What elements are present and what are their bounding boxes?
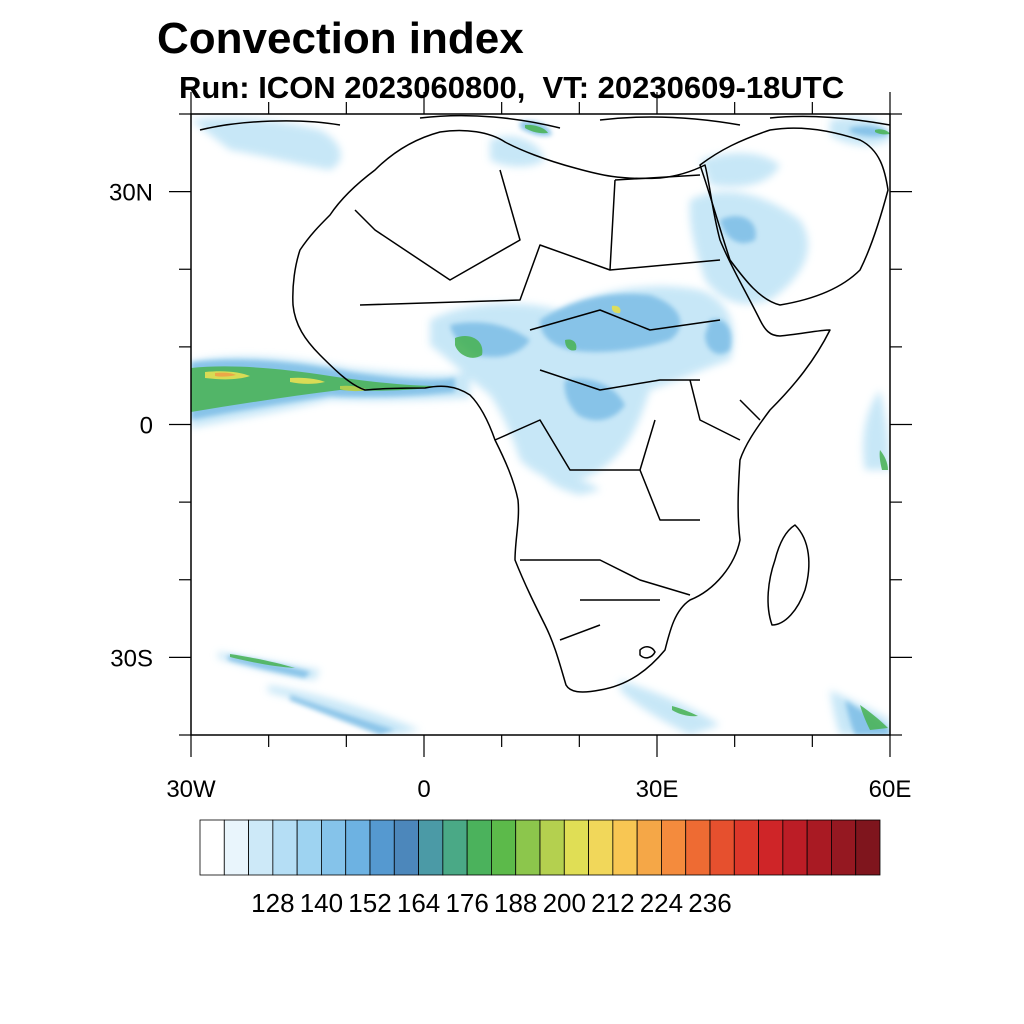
colorbar-swatch bbox=[393, 819, 419, 876]
latitude-tick-labels: 30N 0 30S bbox=[109, 180, 153, 673]
lon-tick-label: 0 bbox=[417, 776, 430, 803]
border-sahel bbox=[359, 244, 721, 306]
axis-ticks bbox=[169, 92, 912, 757]
colorbar-swatch bbox=[442, 819, 468, 876]
colorbar-swatch bbox=[369, 819, 395, 876]
border-east bbox=[689, 379, 761, 441]
map-area bbox=[191, 114, 890, 735]
colorbar-swatch bbox=[661, 819, 687, 876]
colorbar-label: 200 bbox=[543, 888, 586, 918]
colorbar-labels: 128 140 152 164 176 188 200 212 224 236 bbox=[251, 888, 732, 918]
africa-coastline bbox=[292, 129, 831, 693]
convection-field-green bbox=[191, 124, 890, 730]
colorbar-label: 212 bbox=[591, 888, 634, 918]
colorbar-swatch bbox=[588, 819, 614, 876]
coastlines-and-borders bbox=[199, 114, 890, 693]
colorbar-swatch bbox=[758, 819, 784, 876]
border-drc bbox=[494, 419, 700, 521]
colorbar-swatch bbox=[831, 819, 857, 876]
colorbar-label: 164 bbox=[397, 888, 440, 918]
colorbar-swatch bbox=[612, 819, 638, 876]
lat-tick-label: 0 bbox=[140, 413, 153, 440]
longitude-tick-labels: 30W 0 30E 60E bbox=[166, 776, 911, 803]
lat-tick-label: 30N bbox=[109, 180, 153, 207]
lon-tick-label: 30E bbox=[636, 776, 679, 803]
colorbar-label: 176 bbox=[445, 888, 488, 918]
colorbar-swatch bbox=[223, 819, 249, 876]
run-subtitle: Run: ICON 2023060800, VT: 20230609-18UTC bbox=[179, 70, 845, 105]
colorbar-swatch bbox=[709, 819, 735, 876]
colorbar-swatch bbox=[515, 819, 541, 876]
colorbar-swatch bbox=[248, 819, 274, 876]
colorbar-swatch bbox=[272, 819, 298, 876]
madagascar-coastline bbox=[767, 524, 810, 626]
map-title: Convection index bbox=[157, 14, 524, 63]
colorbar-label: 188 bbox=[494, 888, 537, 918]
colorbar-swatch bbox=[685, 819, 711, 876]
colorbar-label: 128 bbox=[251, 888, 294, 918]
europe-coastline bbox=[199, 114, 890, 131]
colorbar-label: 224 bbox=[640, 888, 683, 918]
lesotho-border bbox=[639, 646, 656, 659]
colorbar-swatch bbox=[345, 819, 371, 876]
border-south bbox=[520, 559, 691, 641]
lon-tick-label: 30W bbox=[166, 776, 216, 803]
colorbar-swatch bbox=[296, 819, 322, 876]
colorbar-swatch bbox=[539, 819, 565, 876]
lat-tick-label: 30S bbox=[110, 645, 153, 672]
colorbar-swatch bbox=[733, 819, 759, 876]
colorbar bbox=[199, 819, 881, 876]
convection-field-peaks bbox=[205, 305, 621, 392]
lon-tick-label: 60E bbox=[869, 776, 912, 803]
colorbar-swatch bbox=[563, 819, 589, 876]
border-north bbox=[354, 169, 521, 281]
colorbar-swatch bbox=[199, 819, 225, 876]
colorbar-label: 152 bbox=[348, 888, 391, 918]
colorbar-swatch bbox=[466, 819, 492, 876]
colorbar-swatch bbox=[806, 819, 832, 876]
colorbar-swatch bbox=[636, 819, 662, 876]
colorbar-swatch bbox=[321, 819, 347, 876]
border-central bbox=[529, 309, 721, 391]
colorbar-swatch bbox=[855, 819, 881, 876]
border-libya-egypt bbox=[609, 174, 701, 271]
colorbar-swatch bbox=[418, 819, 444, 876]
colorbar-swatch bbox=[491, 819, 517, 876]
colorbar-label: 140 bbox=[300, 888, 343, 918]
arabia-coastline bbox=[699, 127, 889, 306]
colorbar-label: 236 bbox=[688, 888, 731, 918]
colorbar-swatch bbox=[782, 819, 808, 876]
